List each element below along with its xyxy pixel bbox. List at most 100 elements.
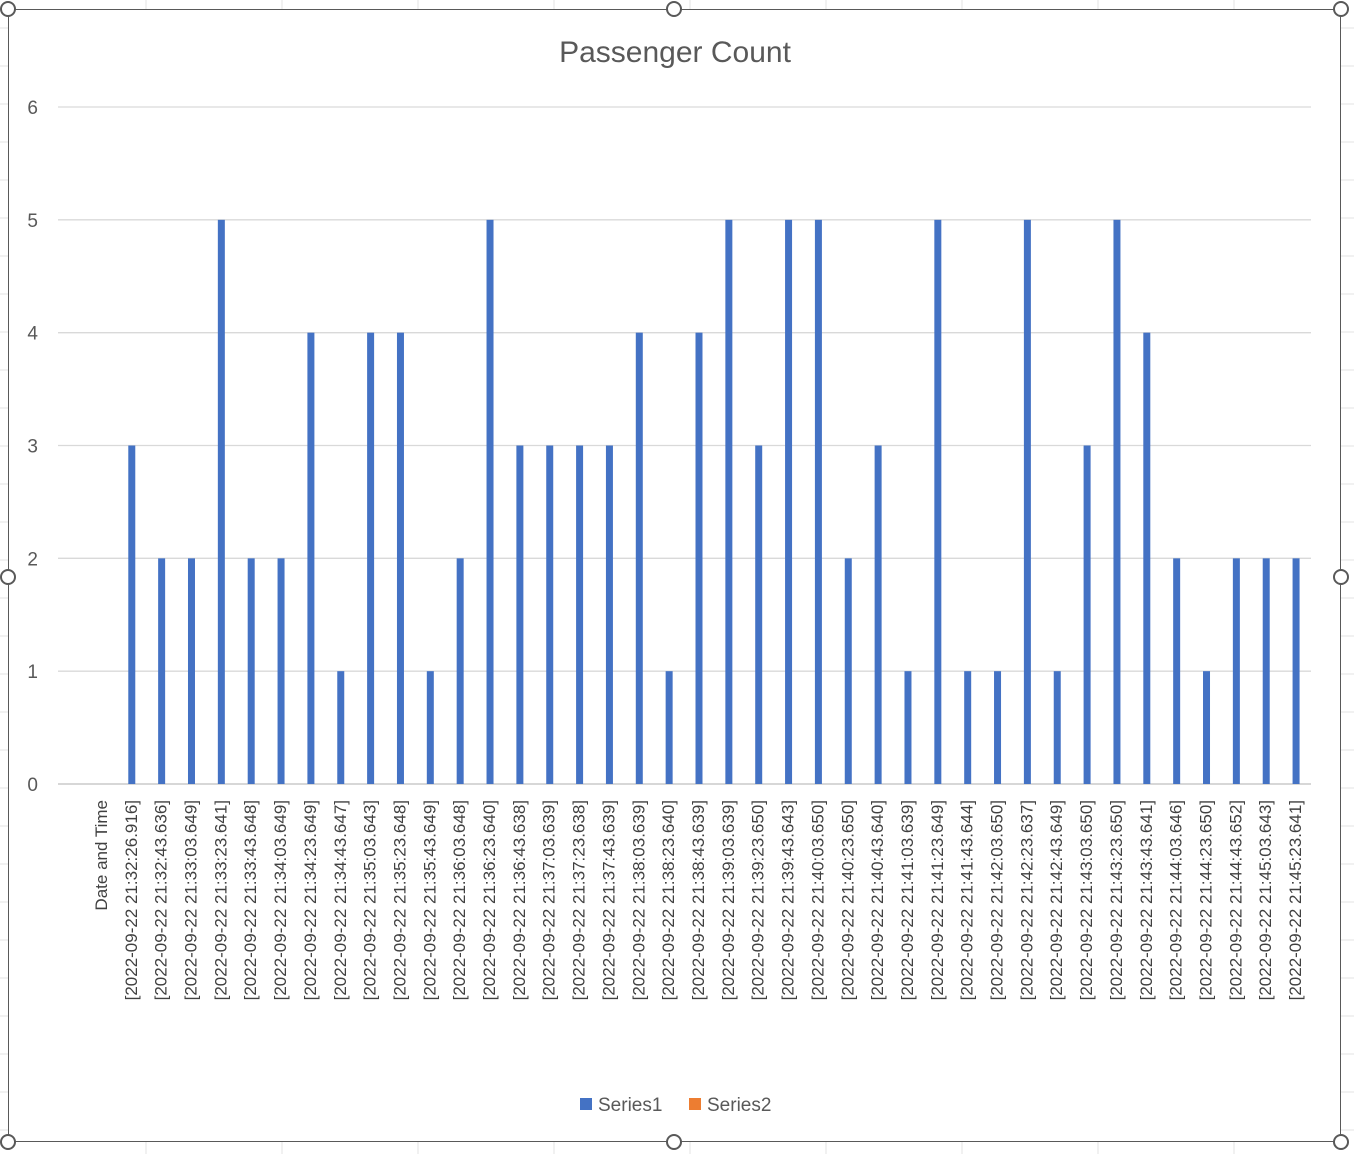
- bar[interactable]: [904, 671, 912, 784]
- x-tick-label: [2022-09-22 21:34:23.649]: [301, 800, 320, 1000]
- bar[interactable]: [814, 219, 822, 785]
- x-tick-label: [2022-09-22 21:35:23.648]: [390, 800, 409, 1000]
- bar[interactable]: [695, 332, 703, 784]
- bar[interactable]: [217, 219, 225, 785]
- bar[interactable]: [1113, 219, 1121, 785]
- legend-label-series1: Series1: [598, 1095, 662, 1116]
- x-tick-label: [2022-09-22 21:34:43.647]: [331, 800, 350, 1000]
- bar[interactable]: [307, 332, 315, 784]
- y-tick-label: 2: [27, 549, 38, 570]
- bar[interactable]: [994, 671, 1002, 784]
- x-tick-label: [2022-09-22 21:35:43.649]: [420, 800, 439, 1000]
- x-tick-label: [2022-09-22 21:45:03.643]: [1256, 800, 1275, 1000]
- bar[interactable]: [1292, 558, 1300, 784]
- bar[interactable]: [605, 445, 613, 785]
- legend-swatch-series1: [580, 1098, 592, 1110]
- bar[interactable]: [396, 332, 404, 784]
- resize-handle-middle-left[interactable]: [0, 569, 16, 585]
- bar[interactable]: [426, 671, 434, 784]
- x-tick-label: [2022-09-22 21:44:23.650]: [1197, 800, 1216, 1000]
- x-tick-label: [2022-09-22 21:38:43.639]: [689, 800, 708, 1000]
- bar[interactable]: [337, 671, 345, 784]
- bar[interactable]: [576, 445, 584, 785]
- x-tick-label: [2022-09-22 21:44:43.652]: [1226, 800, 1245, 1000]
- x-tick-label: [2022-09-22 21:39:43.643]: [779, 800, 798, 1000]
- bar[interactable]: [1173, 558, 1181, 784]
- bar[interactable]: [158, 558, 166, 784]
- resize-handle-bottom-center[interactable]: [666, 1134, 682, 1150]
- x-tick-label: [2022-09-22 21:36:43.638]: [510, 800, 529, 1000]
- bar[interactable]: [1083, 445, 1091, 785]
- bar[interactable]: [247, 558, 255, 784]
- bar[interactable]: [486, 219, 494, 785]
- x-tick-label: [2022-09-22 21:37:23.638]: [570, 800, 589, 1000]
- x-tick-label: [2022-09-22 21:40:03.650]: [808, 800, 827, 1000]
- bar[interactable]: [516, 445, 524, 785]
- x-tick-label: [2022-09-22 21:33:43.648]: [241, 800, 260, 1000]
- y-tick-label: 3: [27, 437, 38, 458]
- x-tick-label: [2022-09-22 21:37:03.639]: [540, 800, 559, 1000]
- legend-swatch-series2: [689, 1098, 701, 1110]
- x-tick-label: [2022-09-22 21:42:23.637]: [1017, 800, 1036, 1000]
- x-tick-label: [2022-09-22 21:43:43.641]: [1137, 800, 1156, 1000]
- bar[interactable]: [964, 671, 972, 784]
- bar[interactable]: [874, 445, 882, 785]
- y-tick-label: 0: [27, 775, 38, 796]
- gridlines: [58, 106, 1311, 785]
- x-tick-label: [2022-09-22 21:41:03.639]: [898, 800, 917, 1000]
- x-tick-label: [2022-09-22 21:38:03.639]: [629, 800, 648, 1000]
- x-tick-label: [2022-09-22 21:43:03.650]: [1077, 800, 1096, 1000]
- bar[interactable]: [725, 219, 733, 785]
- resize-handle-top-right[interactable]: [1333, 1, 1349, 17]
- x-tick-label: [2022-09-22 21:36:23.640]: [480, 800, 499, 1000]
- x-tick-label: [2022-09-22 21:44:03.646]: [1167, 800, 1186, 1000]
- bar[interactable]: [546, 445, 554, 785]
- x-tick-label: [2022-09-22 21:39:23.650]: [749, 800, 768, 1000]
- bar[interactable]: [844, 558, 852, 784]
- x-tick-label: [2022-09-22 21:32:26.916]: [122, 800, 141, 1000]
- x-tick-label: [2022-09-22 21:45:23.641]: [1286, 800, 1305, 1000]
- y-axis-ticks: 0 1 2 3 4 5 6: [27, 98, 38, 796]
- bar[interactable]: [934, 219, 942, 785]
- x-tick-label: [2022-09-22 21:38:23.640]: [659, 800, 678, 1000]
- bar[interactable]: [635, 332, 643, 784]
- x-tick-label: [2022-09-22 21:41:23.649]: [928, 800, 947, 1000]
- bar[interactable]: [1023, 219, 1031, 785]
- bar[interactable]: [187, 558, 195, 784]
- resize-handle-bottom-left[interactable]: [0, 1134, 16, 1150]
- y-tick-label: 6: [27, 98, 38, 119]
- resize-handle-top-left[interactable]: [0, 1, 16, 17]
- chart-title: Passenger Count: [559, 36, 791, 69]
- x-tick-label: [2022-09-22 21:34:03.649]: [271, 800, 290, 1000]
- y-tick-label: 1: [27, 662, 38, 683]
- x-tick-label: [2022-09-22 21:35:03.643]: [361, 800, 380, 1000]
- resize-handle-top-center[interactable]: [666, 1, 682, 17]
- bar[interactable]: [665, 671, 673, 784]
- legend-label-series2: Series2: [707, 1095, 771, 1116]
- bar[interactable]: [277, 558, 285, 784]
- x-tick-label: [2022-09-22 21:40:43.640]: [868, 800, 887, 1000]
- y-tick-label: 5: [27, 211, 38, 232]
- x-tick-label: [2022-09-22 21:33:03.649]: [181, 800, 200, 1000]
- bar[interactable]: [755, 445, 763, 785]
- x-tick-label: [2022-09-22 21:43:23.650]: [1107, 800, 1126, 1000]
- bar[interactable]: [1203, 671, 1211, 784]
- x-tick-label: [2022-09-22 21:42:43.649]: [1047, 800, 1066, 1000]
- bar[interactable]: [1053, 671, 1061, 784]
- bar[interactable]: [128, 445, 136, 785]
- x-tick-label: [2022-09-22 21:36:03.648]: [450, 800, 469, 1000]
- bar[interactable]: [456, 558, 464, 784]
- bar[interactable]: [1262, 558, 1270, 784]
- x-tick-label: [2022-09-22 21:41:43.644]: [958, 800, 977, 1000]
- x-tick-label: [2022-09-22 21:39:03.639]: [719, 800, 738, 1000]
- bar[interactable]: [1143, 332, 1151, 784]
- bar[interactable]: [367, 332, 375, 784]
- bar[interactable]: [1232, 558, 1240, 784]
- bar[interactable]: [785, 219, 793, 785]
- x-tick-label: [2022-09-22 21:40:23.650]: [838, 800, 857, 1000]
- y-tick-label: 4: [27, 324, 38, 345]
- x-tick-label: [2022-09-22 21:33:23.641]: [211, 800, 230, 1000]
- resize-handle-bottom-right[interactable]: [1333, 1134, 1349, 1150]
- resize-handle-middle-right[interactable]: [1333, 569, 1349, 585]
